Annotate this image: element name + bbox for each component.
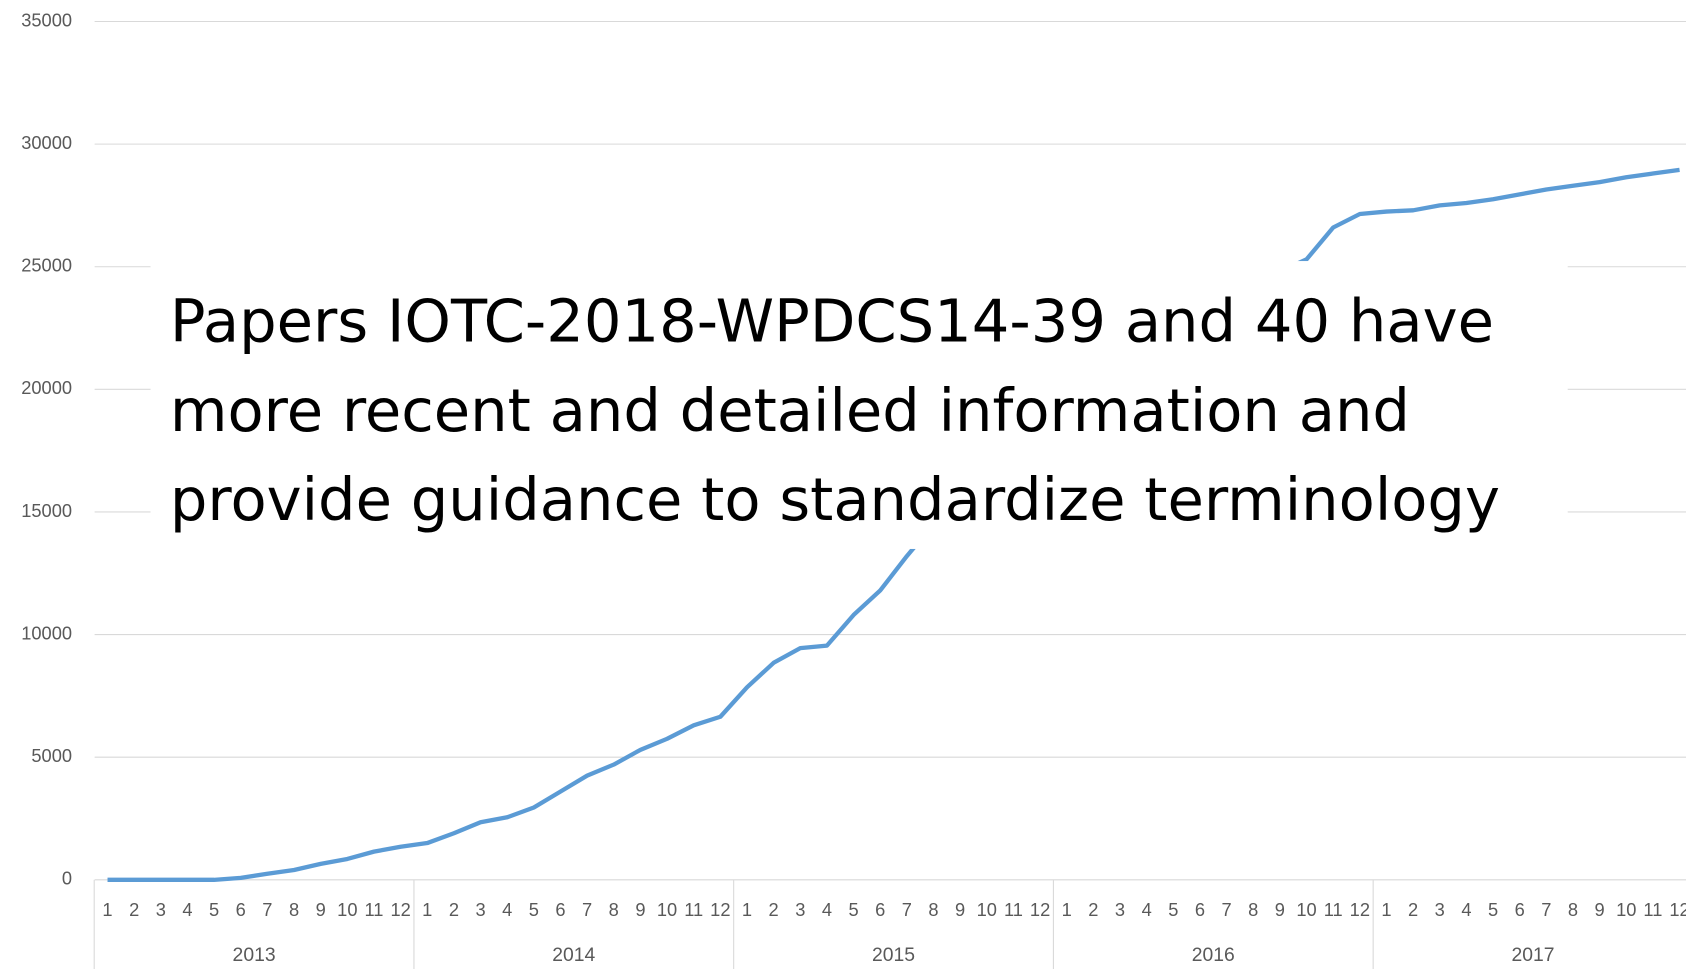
x-tick-label: 9	[955, 899, 965, 920]
x-tick-label: 3	[1435, 899, 1445, 920]
x-tick-label: 3	[795, 899, 805, 920]
x-tick-label: 2	[769, 899, 779, 920]
x-tick-label: 11	[364, 899, 383, 920]
y-tick-label: 25000	[21, 255, 72, 276]
x-tick-label: 1	[422, 899, 432, 920]
y-tick-label: 5000	[31, 745, 72, 766]
y-tick-label: 35000	[21, 9, 72, 30]
x-tick-label: 12	[1030, 899, 1050, 920]
x-tick-label: 11	[684, 899, 703, 920]
y-tick-label: 15000	[21, 500, 72, 521]
x-tick-label: 1	[102, 899, 112, 920]
x-tick-label: 7	[1222, 899, 1232, 920]
x-tick-label: 5	[848, 899, 858, 920]
x-tick-label: 12	[710, 899, 730, 920]
x-tick-label: 1	[742, 899, 752, 920]
x-tick-label: 2	[1088, 899, 1098, 920]
x-tick-label: 1	[1381, 899, 1391, 920]
x-tick-label: 8	[1568, 899, 1578, 920]
x-tick-label: 2	[1408, 899, 1418, 920]
x-tick-label: 1	[1062, 899, 1072, 920]
x-tick-label: 3	[475, 899, 485, 920]
x-group-label: 2014	[552, 944, 595, 966]
x-tick-label: 11	[1004, 899, 1023, 920]
x-tick-label: 6	[555, 899, 565, 920]
x-group-label: 2013	[233, 944, 276, 966]
x-tick-label: 5	[1168, 899, 1178, 920]
x-tick-label: 10	[657, 899, 677, 920]
x-tick-label: 9	[316, 899, 326, 920]
x-tick-label: 7	[902, 899, 912, 920]
x-tick-label: 5	[209, 899, 219, 920]
annotation-text: Papers IOTC-2018-WPDCS14-39 and 40 have	[170, 287, 1494, 356]
x-tick-label: 9	[1275, 899, 1285, 920]
x-group-label: 2017	[1512, 944, 1555, 966]
x-tick-label: 3	[1115, 899, 1125, 920]
x-tick-label: 4	[182, 899, 192, 920]
x-tick-label: 7	[262, 899, 272, 920]
x-tick-label: 5	[529, 899, 539, 920]
x-tick-label: 3	[156, 899, 166, 920]
line-series	[107, 167, 1680, 882]
x-tick-label: 9	[635, 899, 645, 920]
x-tick-label: 11	[1324, 899, 1343, 920]
x-tick-label: 6	[1195, 899, 1205, 920]
x-tick-label: 2	[449, 899, 459, 920]
x-tick-label: 10	[1616, 899, 1636, 920]
x-tick-label: 10	[337, 899, 357, 920]
y-tick-label: 30000	[21, 132, 72, 153]
x-tick-label: 6	[236, 899, 246, 920]
annotation-text: more recent and detailed information and	[170, 376, 1410, 445]
x-tick-label: 4	[502, 899, 512, 920]
x-group-label: 2016	[1192, 944, 1235, 966]
y-tick-label: 20000	[21, 377, 72, 398]
x-group-label: 2015	[872, 944, 915, 966]
annotation-box	[150, 261, 1568, 549]
x-tick-label: 6	[1515, 899, 1525, 920]
x-tick-label: 11	[1643, 899, 1662, 920]
x-tick-label: 9	[1595, 899, 1605, 920]
annotation-text: provide guidance to standardize terminol…	[170, 465, 1500, 534]
x-tick-label: 4	[1461, 899, 1471, 920]
y-tick-label: 10000	[21, 622, 72, 643]
x-tick-label: 2	[129, 899, 139, 920]
y-tick-label: 0	[62, 868, 72, 889]
x-tick-label: 10	[977, 899, 997, 920]
x-tick-label: 7	[1541, 899, 1551, 920]
x-tick-label: 12	[390, 899, 410, 920]
x-tick-label: 8	[289, 899, 299, 920]
x-tick-label: 8	[1248, 899, 1258, 920]
x-tick-label: 6	[875, 899, 885, 920]
x-tick-label: 8	[928, 899, 938, 920]
x-tick-label: 8	[609, 899, 619, 920]
x-tick-label: 12	[1350, 899, 1370, 920]
x-tick-label: 10	[1296, 899, 1316, 920]
x-tick-label: 4	[822, 899, 832, 920]
x-tick-label: 7	[582, 899, 592, 920]
x-tick-label: 12	[1669, 899, 1686, 920]
x-tick-label: 5	[1488, 899, 1498, 920]
x-tick-label: 4	[1142, 899, 1152, 920]
